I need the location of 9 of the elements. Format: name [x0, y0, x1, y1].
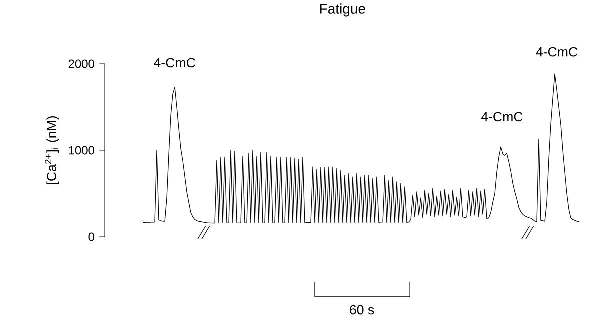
chart-title: Fatigue	[320, 4, 366, 17]
y-tick-label: 1000	[69, 146, 94, 155]
annotation: 4-CmC	[154, 58, 196, 68]
text: 60 s	[350, 305, 374, 315]
y-axis-title: [Ca$^{2+}$]$_{i}$ (nM)	[45, 116, 60, 184]
text: 4-CmC	[536, 47, 578, 57]
y-tick-label: 2000	[68, 60, 94, 68]
y-tick-label: 0	[88, 232, 95, 242]
annotation: 4-CmC	[481, 112, 523, 122]
